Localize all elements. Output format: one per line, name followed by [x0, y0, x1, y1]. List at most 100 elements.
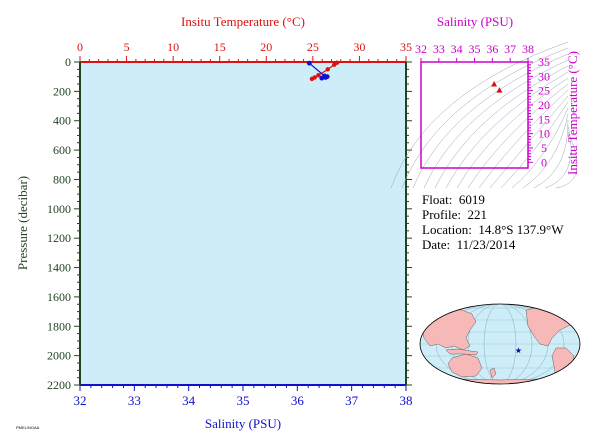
density-contour	[390, 41, 569, 189]
float-value: 6019	[458, 192, 485, 207]
top-tick-label: 35	[400, 40, 412, 54]
top-tick-label: 30	[353, 40, 365, 54]
date-line: Date: 11/23/2014	[422, 237, 563, 252]
ts-point	[491, 81, 498, 87]
ts-right-tick-label: 20	[538, 98, 550, 112]
density-contour	[467, 83, 569, 189]
density-contour	[401, 47, 569, 189]
density-contour	[423, 59, 569, 189]
bottom-tick-label: 37	[345, 393, 359, 408]
density-contour	[500, 101, 569, 189]
map-border	[419, 303, 581, 385]
left-tick-label: 600	[53, 143, 71, 157]
ts-top-tick-label: 35	[469, 42, 481, 56]
left-tick-label: 800	[53, 172, 71, 186]
bottom-tick-label: 34	[182, 393, 196, 408]
top-tick-label: 5	[124, 40, 130, 54]
bottom-tick-label: 32	[74, 393, 87, 408]
top-tick-label: 20	[260, 40, 272, 54]
density-contour	[489, 95, 569, 189]
bottom-axis-label: Salinity (PSU)	[205, 416, 281, 431]
float-id-line: Float: 6019	[422, 192, 563, 207]
ts-top-tick-label: 37	[504, 42, 516, 56]
bottom-tick-label: 33	[128, 393, 141, 408]
location-map	[419, 303, 581, 385]
location-value: 14.8°S 137.9°W	[478, 222, 564, 237]
density-contour	[456, 77, 569, 189]
float-location-marker	[515, 347, 522, 354]
ts-top-tick-label: 36	[486, 42, 498, 56]
location-line: Location: 14.8°S 137.9°W	[422, 222, 563, 237]
ts-right-tick-label: 35	[538, 55, 550, 69]
float-info: Float: 6019 Profile: 221 Location: 14.8°…	[422, 192, 563, 252]
density-contour	[434, 65, 569, 189]
profile-value: 221	[467, 207, 488, 222]
ts-top-tick-label: 34	[451, 42, 463, 56]
left-tick-label: 200	[53, 84, 71, 98]
float-label: Float:	[422, 192, 453, 207]
ts-diagram-frame	[420, 61, 529, 169]
salinity-point	[319, 75, 325, 81]
ts-diagram-area	[421, 62, 528, 168]
left-tick-label: 1000	[47, 202, 71, 216]
density-contour	[544, 125, 572, 189]
density-contour	[511, 107, 569, 189]
ts-right-tick-label: 0	[541, 155, 547, 169]
ts-point	[496, 87, 503, 93]
left-tick-label: 2000	[47, 349, 71, 363]
top-tick-label: 0	[77, 40, 83, 54]
profile-line: Profile: 221	[422, 207, 563, 222]
left-tick-label: 1800	[47, 319, 71, 333]
bottom-tick-label: 38	[400, 393, 413, 408]
land-asia	[420, 308, 477, 351]
ts-top-axis-label: Salinity (PSU)	[437, 14, 513, 29]
density-contours	[390, 41, 578, 189]
bottom-tick-label: 36	[291, 393, 305, 408]
left-tick-label: 2200	[47, 378, 71, 392]
ts-top-tick-label: 33	[433, 42, 445, 56]
land-south-america	[551, 347, 575, 384]
location-label: Location:	[422, 222, 472, 237]
left-tick-label: 1400	[47, 261, 71, 275]
salinity-point	[323, 75, 328, 80]
date-value: 11/23/2014	[456, 237, 516, 252]
left-tick-label: 400	[53, 114, 71, 128]
temperature-point	[332, 62, 337, 67]
salinity-point	[306, 60, 312, 66]
ts-right-tick-label: 10	[538, 127, 550, 141]
temperature-point	[309, 76, 315, 82]
ts-top-tick-label: 38	[522, 42, 534, 56]
footer-text: PMEL/NOAA	[16, 425, 40, 430]
temperature-point	[316, 73, 321, 78]
density-contour	[533, 119, 569, 189]
left-axis-label: Pressure (decibar)	[15, 176, 30, 270]
ts-right-axis-label: Insitu Temperature (°C)	[565, 51, 580, 175]
top-axis-label: Insitu Temperature (°C)	[181, 14, 305, 29]
density-contour	[522, 113, 569, 189]
left-tick-label: 0	[65, 55, 71, 69]
top-tick-label: 25	[307, 40, 319, 54]
temperature-point	[325, 67, 330, 72]
date-label: Date:	[422, 237, 451, 252]
land-indonesia	[445, 348, 479, 356]
profile-plot: 0 5 10 15 20 25 30 35 32 33 34 35 36 37 38 0 200 400 600 80…	[15, 14, 413, 431]
density-contour	[445, 71, 569, 189]
top-tick-label: 10	[167, 40, 179, 54]
land-australia	[447, 353, 483, 378]
left-tick-label: 1200	[47, 231, 71, 245]
land-new-zealand	[489, 367, 497, 379]
land-antarctica	[420, 378, 580, 384]
ts-right-tick-label: 5	[541, 141, 547, 155]
top-tick-label: 15	[214, 40, 226, 54]
left-tick-label: 1600	[47, 290, 71, 304]
density-contour	[555, 131, 578, 189]
profile-label: Profile:	[422, 207, 461, 222]
ts-right-tick-label: 30	[538, 69, 550, 83]
ts-top-tick-label: 32	[415, 42, 427, 56]
bottom-tick-label: 35	[237, 393, 250, 408]
ts-right-tick-label: 15	[538, 112, 550, 126]
map-meridian	[483, 304, 517, 384]
profile-plot-area	[79, 61, 407, 386]
